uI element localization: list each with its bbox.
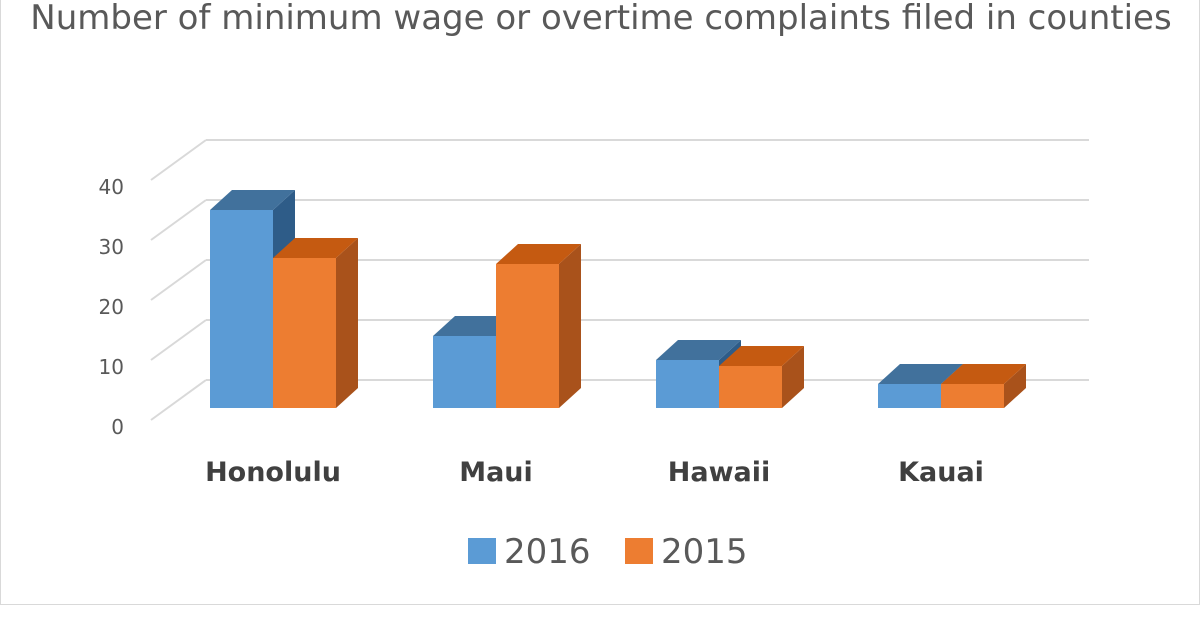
- bar-2015-maui: [496, 264, 559, 408]
- legend-swatch-2016: [468, 538, 496, 564]
- y-tick-label: 40: [99, 175, 124, 199]
- bar-2016-kauai: [878, 384, 941, 408]
- y-tick-label: 10: [99, 355, 124, 379]
- bar-2016-hawaii: [656, 360, 719, 408]
- bar-2016-maui: [433, 336, 496, 408]
- legend-label: 2016: [504, 532, 591, 572]
- bar-top: [210, 190, 295, 210]
- bar-2015-kauai: [941, 384, 1004, 408]
- legend-label: 2015: [661, 532, 748, 572]
- bar-side: [782, 346, 804, 408]
- bar-side: [559, 244, 581, 408]
- gridline-diagonal: [150, 319, 207, 361]
- category-label: Honolulu: [205, 457, 341, 488]
- category-label: Kauai: [898, 457, 984, 488]
- bar-2015-hawaii: [719, 366, 782, 408]
- y-tick-label: 0: [111, 415, 124, 439]
- bar-top: [719, 346, 804, 366]
- gridline-diagonal: [150, 259, 207, 301]
- bar-side: [336, 238, 358, 408]
- y-tick-label: 30: [99, 235, 124, 259]
- bar-side: [1004, 364, 1026, 408]
- chart-frame: Number of minimum wage or overtime compl…: [0, 0, 1200, 605]
- bar-top: [273, 238, 358, 258]
- bar-top: [496, 244, 581, 264]
- bar-2016-honolulu: [210, 210, 273, 408]
- chart-title: Number of minimum wage or overtime compl…: [30, 0, 1172, 38]
- gridline-diagonal: [150, 379, 207, 421]
- category-label: Hawaii: [668, 457, 771, 488]
- gridline-diagonal: [150, 199, 207, 241]
- category-label: Maui: [459, 457, 533, 488]
- gridline-diagonal: [150, 139, 207, 181]
- y-tick-label: 20: [99, 295, 124, 319]
- bar-top: [941, 364, 1026, 384]
- bar-2015-honolulu: [273, 258, 336, 408]
- legend-swatch-2015: [625, 538, 653, 564]
- bar-top: [878, 364, 963, 384]
- bar-top: [656, 340, 741, 360]
